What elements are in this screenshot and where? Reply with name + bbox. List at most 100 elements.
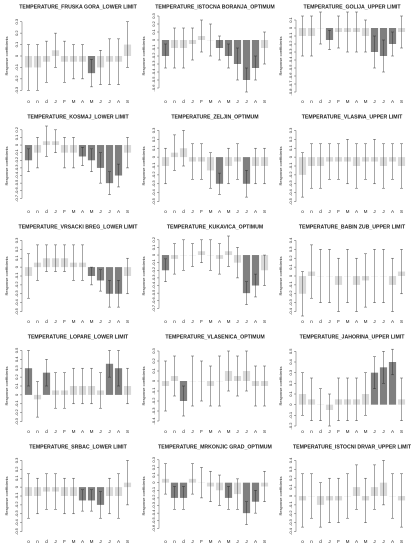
y-axis-label: Response coefficients <box>141 146 146 185</box>
y-tick-label: 0.1 <box>151 244 156 250</box>
y-tick-label: -0.1 <box>288 162 293 170</box>
x-tick-label: o <box>301 209 304 214</box>
x-tick-label: M <box>90 99 94 104</box>
y-tick-label: -0.5 <box>288 64 293 72</box>
x-tick-label: J <box>191 319 193 324</box>
y-tick-label: 0.3 <box>288 127 293 133</box>
x-tick-label: o <box>27 539 30 544</box>
panel: TEMPERATURE_ISTOCNI DRVAR_UPPER LIMIT Res… <box>278 444 411 544</box>
panel: TEMPERATURE_KOSMAJ_LOWER LIMIT Response c… <box>4 114 132 214</box>
x-tick-label: d <box>45 209 48 214</box>
bar <box>242 255 251 294</box>
chart-title: TEMPERATURE_ISTOCNA BORANJA_OPTIMUM <box>155 4 275 10</box>
x-tick-label: d <box>319 319 322 324</box>
y-tick-label: 0 <box>14 143 19 146</box>
x-tick-label: J <box>382 209 384 214</box>
x-tick-label: J <box>108 99 110 104</box>
x-tick-label: M <box>209 209 213 214</box>
panel: TEMPERATURE_LOPARE_LOWER LIMIT Response c… <box>4 334 132 434</box>
y-tick-label: 0.2 <box>14 30 19 36</box>
x-tick-label: F <box>200 99 203 104</box>
x-tick-label: S <box>263 209 266 214</box>
x-tick-label: n <box>36 99 39 104</box>
y-tick-label: -0.6 <box>14 187 19 195</box>
y-axis-label: Response coefficients <box>4 146 9 185</box>
bar <box>105 145 114 184</box>
y-tick-label: -0.4 <box>151 188 156 196</box>
x-tick-label: J <box>382 319 384 324</box>
x-tick-label: M <box>364 99 368 104</box>
y-tick-label: -0.1 <box>151 44 156 52</box>
y-tick-label: -0.6 <box>151 84 156 92</box>
y-tick-label: -0.8 <box>288 88 293 96</box>
x-tick-label: J <box>54 99 56 104</box>
x-tick-label: J <box>54 319 56 324</box>
y-tick-label: -0.5 <box>14 179 19 187</box>
x-tick-label: F <box>337 539 340 544</box>
y-tick-label: -0.2 <box>151 171 156 179</box>
x-tick-label: A <box>254 539 258 544</box>
y-tick-label: 0.3 <box>151 347 156 353</box>
y-tick-label: 0.2 <box>151 20 156 26</box>
x-tick-label: A <box>218 429 222 434</box>
panel: TEMPERATURE_KUKAVICA_OPTIMUM Response coe… <box>141 224 269 324</box>
x-tick-label: d <box>319 539 322 544</box>
x-tick-label: F <box>200 319 203 324</box>
y-tick-label: 0 <box>288 26 293 29</box>
x-tick-label: J <box>99 429 101 434</box>
x-tick-label: F <box>337 99 340 104</box>
x-tick-label: M <box>90 319 94 324</box>
y-tick-label: 0 <box>151 38 156 41</box>
x-tick-label: A <box>218 319 222 324</box>
y-tick-label: 0 <box>151 155 156 158</box>
y-tick-label: -0.2 <box>288 422 293 430</box>
y-tick-label: -0.4 <box>14 298 19 306</box>
y-tick-label: -0.3 <box>14 164 19 172</box>
x-tick-label: o <box>164 429 167 434</box>
x-tick-label: o <box>27 429 30 434</box>
x-tick-label: M <box>346 429 350 434</box>
y-tick-label: -0.2 <box>151 266 156 274</box>
y-axis-label: Response coefficients <box>278 146 283 185</box>
x-tick-label: M <box>209 99 213 104</box>
chart-title: TEMPERATURE_ZELJIN_OPTIMUM <box>171 114 258 120</box>
y-tick-label: 0.2 <box>288 255 293 261</box>
y-tick-label: 0.5 <box>14 347 19 353</box>
bar <box>114 145 123 176</box>
y-tick-label: 0.1 <box>14 255 19 261</box>
x-tick-label: d <box>182 99 185 104</box>
chart-title: TEMPERATURE_ISTOCNI DRVAR_UPPER LIMIT <box>293 444 411 450</box>
y-tick-label: -0.3 <box>14 290 19 298</box>
x-tick-label: J <box>236 209 238 214</box>
y-tick-label: 0 <box>14 485 19 488</box>
y-tick-label: -0.1 <box>14 272 19 280</box>
y-tick-label: 0.2 <box>151 236 156 242</box>
x-tick-label: J <box>373 539 375 544</box>
chart-title: TEMPERATURE_MRKONJIC GRAD_OPTIMUM <box>158 444 272 450</box>
x-tick-label: n <box>310 209 313 214</box>
x-tick-label: A <box>117 99 121 104</box>
y-tick-label: -0.5 <box>151 289 156 297</box>
y-tick-label: -0.3 <box>151 274 156 282</box>
x-tick-label: n <box>310 99 313 104</box>
y-tick-label: 0.3 <box>14 457 19 463</box>
x-tick-label: d <box>182 429 185 434</box>
y-tick-label: 0.1 <box>14 41 19 47</box>
x-tick-label: J <box>99 319 101 324</box>
y-tick-label: -0.1 <box>14 492 19 500</box>
x-tick-label: F <box>63 99 66 104</box>
x-tick-label: A <box>81 539 85 544</box>
chart-title: TEMPERATURE_KUKAVICA_OPTIMUM <box>167 224 263 230</box>
y-tick-label: -0.2 <box>151 494 156 502</box>
x-tick-label: A <box>391 209 395 214</box>
chart-title: TEMPERATURE_LOPARE_LOWER LIMIT <box>28 334 129 340</box>
y-tick-label: 0 <box>151 379 156 382</box>
panel: TEMPERATURE_VLASENICA_OPTIMUM Response co… <box>141 334 269 434</box>
x-tick-label: S <box>263 539 266 544</box>
y-tick-label: 0.4 <box>288 237 293 243</box>
y-tick-label: 0 <box>288 494 293 497</box>
x-tick-label: M <box>90 539 94 544</box>
panel: TEMPERATURE_SRBAC_LOWER LIMIT Response co… <box>4 444 132 544</box>
x-tick-label: A <box>117 539 121 544</box>
